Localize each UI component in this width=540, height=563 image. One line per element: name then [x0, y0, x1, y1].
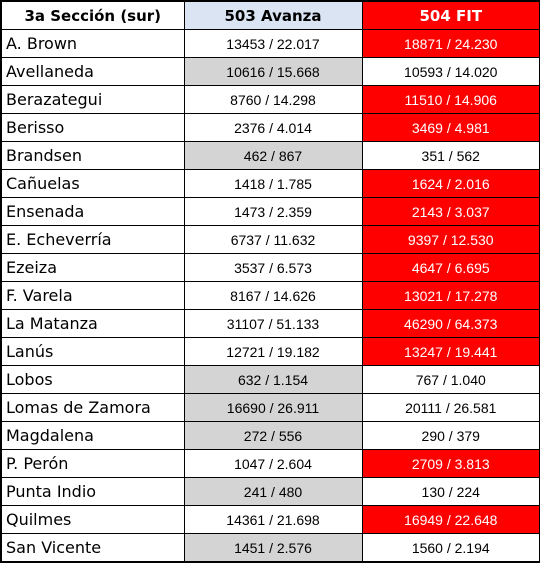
avanza-votes-cell: 1047 / 2.604: [183, 449, 363, 478]
avanza-votes-cell: 14361 / 21.698: [183, 505, 363, 534]
avanza-votes-cell: 2376 / 4.014: [183, 113, 363, 142]
header-fit: 504 FIT: [361, 0, 540, 30]
avanza-votes-cell: 8167 / 14.626: [183, 281, 363, 310]
avanza-votes-cell: 12721 / 19.182: [183, 337, 363, 366]
avanza-votes-cell: 10616 / 15.668: [183, 57, 363, 86]
municipality-name: Lomas de Zamora: [0, 393, 185, 422]
fit-votes-cell: 20111 / 26.581: [361, 393, 540, 422]
municipality-name: F. Varela: [0, 281, 185, 310]
fit-votes-cell: 2143 / 3.037: [361, 197, 540, 226]
fit-votes-cell: 11510 / 14.906: [361, 85, 540, 114]
municipality-name: San Vicente: [0, 533, 185, 563]
table-body: A. Brown 13453 / 22.017 18871 / 24.230 Avel…: [0, 29, 540, 563]
municipality-name: Punta Indio: [0, 477, 185, 506]
avanza-votes-cell: 6737 / 11.632: [183, 225, 363, 254]
avanza-votes-cell: 31107 / 51.133: [183, 309, 363, 338]
municipality-name: P. Perón: [0, 449, 185, 478]
fit-votes-cell: 4647 / 6.695: [361, 253, 540, 282]
municipality-name: Ensenada: [0, 197, 185, 226]
header-avanza: 503 Avanza: [183, 0, 363, 30]
table-row: San Vicente 1451 / 2.576 1560 / 2.194: [0, 533, 540, 563]
table-row: Avellaneda 10616 / 15.668 10593 / 14.020: [0, 57, 540, 86]
table-row: Lanús 12721 / 19.182 13247 / 19.441: [0, 337, 540, 366]
fit-votes-cell: 9397 / 12.530: [361, 225, 540, 254]
fit-votes-cell: 1624 / 2.016: [361, 169, 540, 198]
fit-votes-cell: 1560 / 2.194: [361, 533, 540, 563]
fit-votes-cell: 351 / 562: [361, 141, 540, 170]
table-row: Quilmes 14361 / 21.698 16949 / 22.648: [0, 505, 540, 534]
table-row: Magdalena 272 / 556 290 / 379: [0, 421, 540, 450]
municipality-name: Lobos: [0, 365, 185, 394]
municipality-name: E. Echeverría: [0, 225, 185, 254]
fit-votes-cell: 290 / 379: [361, 421, 540, 450]
table-row: Ensenada 1473 / 2.359 2143 / 3.037: [0, 197, 540, 226]
table-row: Punta Indio 241 / 480 130 / 224: [0, 477, 540, 506]
avanza-votes-cell: 272 / 556: [183, 421, 363, 450]
fit-votes-cell: 130 / 224: [361, 477, 540, 506]
avanza-votes-cell: 1418 / 1.785: [183, 169, 363, 198]
table-row: Berazategui 8760 / 14.298 11510 / 14.906: [0, 85, 540, 114]
municipality-name: Quilmes: [0, 505, 185, 534]
municipality-name: Ezeiza: [0, 253, 185, 282]
table-row: E. Echeverría 6737 / 11.632 9397 / 12.530: [0, 225, 540, 254]
municipality-name: Berisso: [0, 113, 185, 142]
table-row: Brandsen 462 / 867 351 / 562: [0, 141, 540, 170]
avanza-votes-cell: 8760 / 14.298: [183, 85, 363, 114]
fit-votes-cell: 13021 / 17.278: [361, 281, 540, 310]
table-row: Lomas de Zamora 16690 / 26.911 20111 / 26.…: [0, 393, 540, 422]
fit-votes-cell: 16949 / 22.648: [361, 505, 540, 534]
fit-votes-cell: 3469 / 4.981: [361, 113, 540, 142]
header-row: 3a Sección (sur) 503 Avanza 504 FIT: [0, 0, 540, 30]
municipality-name: Berazategui: [0, 85, 185, 114]
table-row: La Matanza 31107 / 51.133 46290 / 64.373: [0, 309, 540, 338]
fit-votes-cell: 767 / 1.040: [361, 365, 540, 394]
avanza-votes-cell: 13453 / 22.017: [183, 29, 363, 58]
municipality-name: La Matanza: [0, 309, 185, 338]
table-row: F. Varela 8167 / 14.626 13021 / 17.278: [0, 281, 540, 310]
avanza-votes-cell: 1473 / 2.359: [183, 197, 363, 226]
table-row: A. Brown 13453 / 22.017 18871 / 24.230: [0, 29, 540, 58]
avanza-votes-cell: 462 / 867: [183, 141, 363, 170]
municipality-name: Magdalena: [0, 421, 185, 450]
fit-votes-cell: 46290 / 64.373: [361, 309, 540, 338]
table-row: Cañuelas 1418 / 1.785 1624 / 2.016: [0, 169, 540, 198]
table-row: Lobos 632 / 1.154 767 / 1.040: [0, 365, 540, 394]
municipality-name: Cañuelas: [0, 169, 185, 198]
municipality-name: A. Brown: [0, 29, 185, 58]
avanza-votes-cell: 632 / 1.154: [183, 365, 363, 394]
table-row: P. Perón 1047 / 2.604 2709 / 3.813: [0, 449, 540, 478]
avanza-votes-cell: 16690 / 26.911: [183, 393, 363, 422]
avanza-votes-cell: 1451 / 2.576: [183, 533, 363, 563]
avanza-votes-cell: 3537 / 6.573: [183, 253, 363, 282]
avanza-votes-cell: 241 / 480: [183, 477, 363, 506]
municipality-name: Avellaneda: [0, 57, 185, 86]
municipality-name: Lanús: [0, 337, 185, 366]
municipality-name: Brandsen: [0, 141, 185, 170]
fit-votes-cell: 2709 / 3.813: [361, 449, 540, 478]
table-row: Ezeiza 3537 / 6.573 4647 / 6.695: [0, 253, 540, 282]
table-row: Berisso 2376 / 4.014 3469 / 4.981: [0, 113, 540, 142]
header-section: 3a Sección (sur): [0, 0, 185, 30]
fit-votes-cell: 10593 / 14.020: [361, 57, 540, 86]
fit-votes-cell: 13247 / 19.441: [361, 337, 540, 366]
fit-votes-cell: 18871 / 24.230: [361, 29, 540, 58]
